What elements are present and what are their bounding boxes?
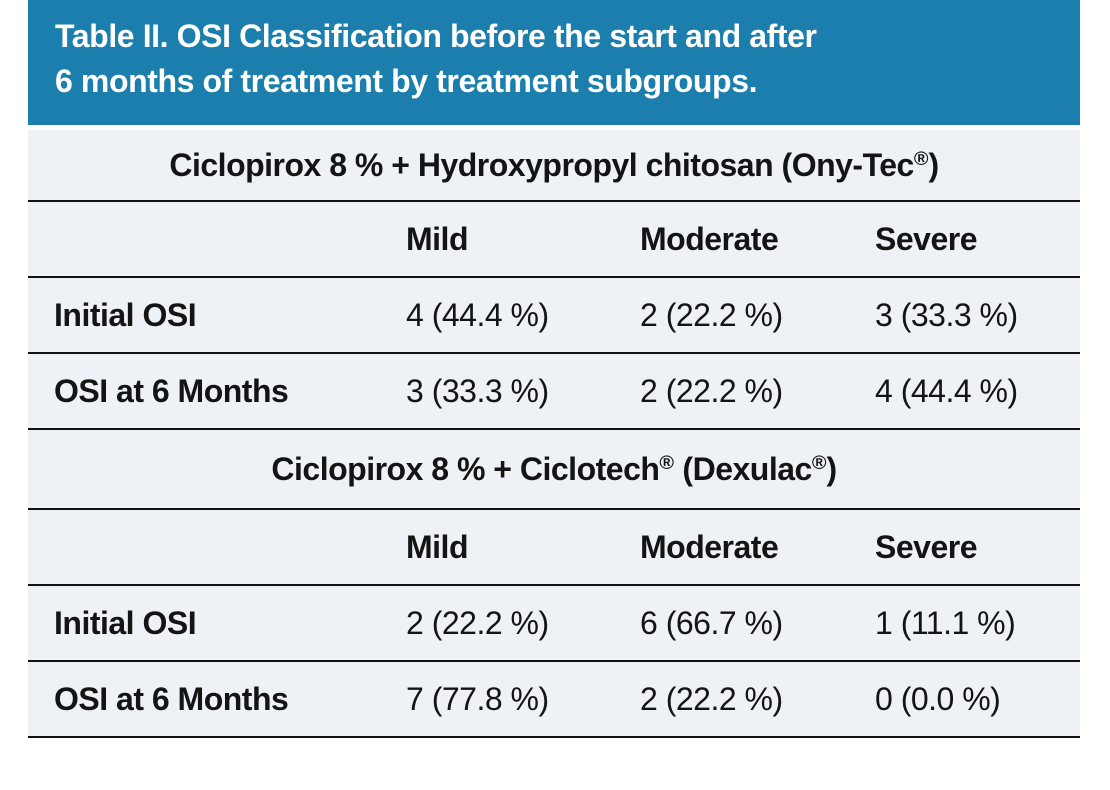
row-label-6months-2: OSI at 6 Months (28, 661, 376, 738)
section-title-text-mid: (Dexulac (674, 450, 812, 487)
table-row-6months-2: OSI at 6 Months 7 (77.8 %) 2 (22.2 %) 0 … (28, 661, 1080, 738)
cell-6months-moderate-1: 2 (22.2 %) (610, 353, 845, 430)
section-title-text: Ciclopirox 8 % + Hydroxypropyl chitosan … (169, 146, 914, 183)
registered-trademark-icon: ® (811, 452, 827, 475)
section-title-onytec: Ciclopirox 8 % + Hydroxypropyl chitosan … (28, 130, 1080, 202)
section-title-text-end: ) (928, 146, 939, 183)
column-header-mild-2: Mild (376, 509, 610, 586)
column-header-moderate-2: Moderate (610, 509, 845, 586)
cell-6months-severe-1: 4 (44.4 %) (845, 353, 1080, 430)
column-header-empty-2 (28, 509, 376, 586)
column-header-row-2: Mild Moderate Severe (28, 509, 1080, 586)
table-row-initial-osi-1: Initial OSI 4 (44.4 %) 2 (22.2 %) 3 (33.… (28, 277, 1080, 354)
section-title-row-dexulac: Ciclopirox 8 % + Ciclotech® (Dexulac®) (28, 429, 1080, 510)
cell-6months-severe-2: 0 (0.0 %) (845, 661, 1080, 738)
table-caption-line1: Table II. OSI Classification before the … (55, 18, 817, 54)
column-header-severe-1: Severe (845, 201, 1080, 278)
column-header-row-1: Mild Moderate Severe (28, 201, 1080, 278)
osi-table: Ciclopirox 8 % + Hydroxypropyl chitosan … (28, 130, 1080, 738)
registered-trademark-icon: ® (659, 452, 675, 475)
section-title-text-end: ) (826, 450, 837, 487)
cell-6months-moderate-2: 2 (22.2 %) (610, 661, 845, 738)
cell-initial-mild-1: 4 (44.4 %) (376, 277, 610, 354)
row-label-initial-osi-1: Initial OSI (28, 277, 376, 354)
cell-initial-mild-2: 2 (22.2 %) (376, 585, 610, 662)
registered-trademark-icon: ® (913, 148, 929, 171)
osi-table-area: Ciclopirox 8 % + Hydroxypropyl chitosan … (28, 130, 1080, 738)
column-header-mild-1: Mild (376, 201, 610, 278)
section-title-dexulac: Ciclopirox 8 % + Ciclotech® (Dexulac®) (28, 429, 1080, 510)
column-header-moderate-1: Moderate (610, 201, 845, 278)
cell-initial-severe-1: 3 (33.3 %) (845, 277, 1080, 354)
table-row-initial-osi-2: Initial OSI 2 (22.2 %) 6 (66.7 %) 1 (11.… (28, 585, 1080, 662)
cell-initial-moderate-2: 6 (66.7 %) (610, 585, 845, 662)
cell-initial-severe-2: 1 (11.1 %) (845, 585, 1080, 662)
table-caption-line2: 6 months of treatment by treatment subgr… (55, 63, 758, 99)
row-label-6months-1: OSI at 6 Months (28, 353, 376, 430)
row-label-initial-osi-2: Initial OSI (28, 585, 376, 662)
table-caption-band: Table II. OSI Classification before the … (28, 0, 1080, 125)
cell-6months-mild-2: 7 (77.8 %) (376, 661, 610, 738)
section-title-text: Ciclopirox 8 % + Ciclotech (271, 450, 660, 487)
section-title-row-onytec: Ciclopirox 8 % + Hydroxypropyl chitosan … (28, 130, 1080, 202)
cell-initial-moderate-1: 2 (22.2 %) (610, 277, 845, 354)
column-header-empty-1 (28, 201, 376, 278)
column-header-severe-2: Severe (845, 509, 1080, 586)
table-row-6months-1: OSI at 6 Months 3 (33.3 %) 2 (22.2 %) 4 … (28, 353, 1080, 430)
cell-6months-mild-1: 3 (33.3 %) (376, 353, 610, 430)
